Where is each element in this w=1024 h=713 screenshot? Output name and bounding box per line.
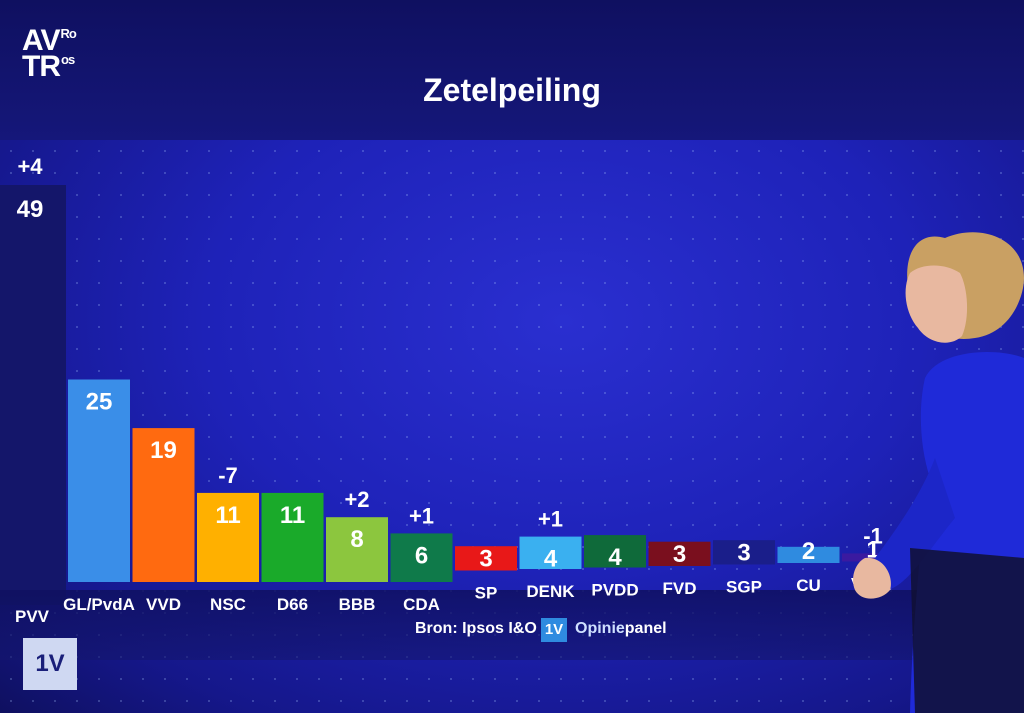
category-label-denk: DENK <box>526 582 575 601</box>
source-label: Bron: Ipsos I&O <box>415 620 537 637</box>
value-label-fvd: 3 <box>673 541 686 568</box>
presenter-figure <box>853 232 1024 713</box>
bar-fvd <box>648 541 711 566</box>
footer-band <box>0 590 1024 660</box>
bar-cda <box>390 533 453 582</box>
bar-pvdd <box>584 535 646 568</box>
category-label-vvd: VVD <box>146 595 181 614</box>
header-band: AVRo TRos Zetelpeiling <box>0 0 1024 140</box>
value-label-bbb: 8 <box>350 526 363 553</box>
category-label-gl-pvda: GL/PvdA <box>63 595 135 614</box>
bar-gl-pvda <box>68 379 130 582</box>
bar-sgp <box>713 540 775 565</box>
category-label-pvdd: PVDD <box>591 581 638 600</box>
delta-label-bbb: +2 <box>344 487 369 512</box>
bar-sp <box>455 546 517 571</box>
delta-label-nsc: -7 <box>218 463 238 488</box>
value-label-d66: 11 <box>280 502 305 529</box>
value-label-nsc: 11 <box>215 502 240 529</box>
bar-bbb <box>326 517 388 582</box>
value-label-sp: 3 <box>479 546 492 573</box>
category-label-sp: SP <box>475 584 498 603</box>
delta-label-cda: +1 <box>409 503 434 528</box>
category-label-sgp: SGP <box>726 578 762 597</box>
pvv-bar-strip <box>0 185 66 605</box>
bar-d66 <box>261 492 324 582</box>
value-label-vvd: 19 <box>150 437 177 464</box>
value-label-cda: 6 <box>415 542 428 569</box>
value-label-gl-pvda: 25 <box>86 389 113 416</box>
category-label-cda: CDA <box>403 595 440 614</box>
category-label-cu: CU <box>796 576 821 595</box>
delta-label-volt: -1 <box>863 523 883 548</box>
bar-denk <box>519 536 582 569</box>
category-label-nsc: NSC <box>210 595 246 614</box>
category-label-d66: D66 <box>277 595 308 614</box>
value-label-sgp: 3 <box>737 540 750 567</box>
avrotros-logo: AVRo TRos <box>22 24 77 83</box>
bar-vvd <box>132 428 195 582</box>
value-label-pvv: 49 <box>17 196 44 223</box>
value-label-denk: 4 <box>544 546 558 573</box>
delta-label-denk: +1 <box>538 507 563 532</box>
channel-badge: 1V <box>23 638 77 690</box>
value-label-cu: 2 <box>802 538 815 565</box>
value-label-pvdd: 4 <box>608 544 622 571</box>
opiniepanel-badge: 1V <box>541 618 567 642</box>
bar-cu <box>777 546 840 563</box>
chart-title: Zetelpeiling <box>423 72 601 108</box>
delta-label-pvv: +4 <box>17 154 43 179</box>
opiniepanel-brand: Opiniepanel <box>575 620 667 637</box>
category-label-fvd: FVD <box>663 579 697 598</box>
bar-nsc <box>197 492 259 582</box>
category-label-bbb: BBB <box>339 595 376 614</box>
category-label-pvv: PVV <box>15 607 50 626</box>
bar-volt <box>842 553 904 562</box>
